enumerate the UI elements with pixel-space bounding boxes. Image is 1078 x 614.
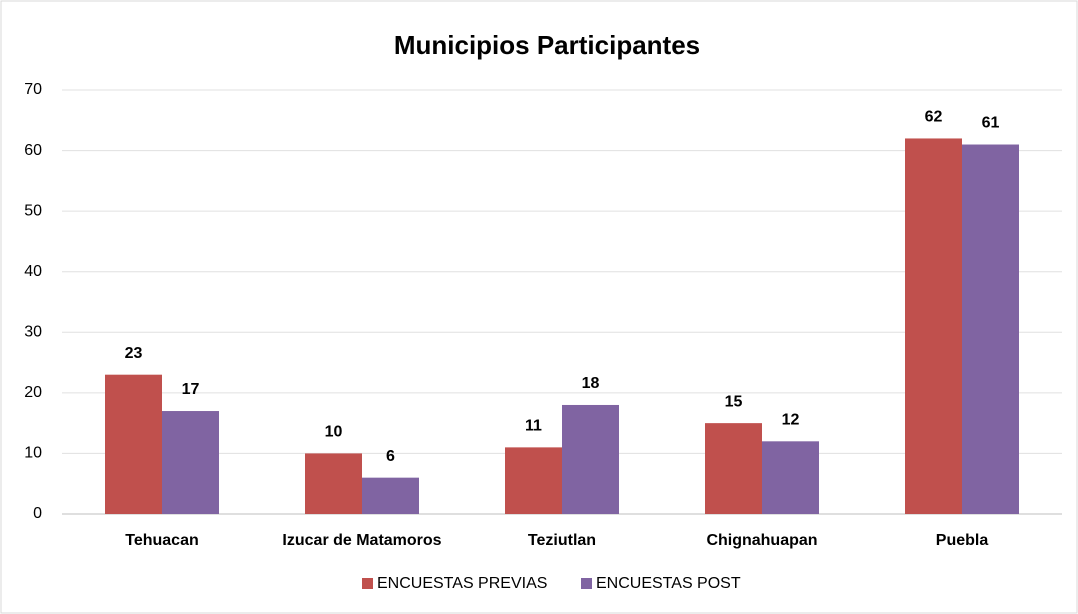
data-label: 11 (525, 418, 542, 435)
x-tick-label: Tehuacan (125, 532, 199, 549)
bar (562, 404, 619, 514)
legend-label: ENCUESTAS POST (596, 575, 741, 592)
data-label: 6 (386, 448, 395, 465)
legend-swatch (581, 578, 592, 589)
x-tick-label: Teziutlan (528, 532, 596, 549)
legend-swatch (362, 578, 373, 589)
data-label: 61 (982, 115, 1000, 132)
bar (705, 423, 762, 514)
bar (162, 411, 219, 514)
legend-label: ENCUESTAS PREVIAS (377, 575, 547, 592)
data-label: 17 (182, 381, 200, 398)
data-label: 62 (925, 109, 943, 126)
x-tick-label: Chignahuapan (706, 532, 817, 549)
data-label: 18 (582, 375, 600, 392)
bar (505, 447, 562, 514)
bar (305, 453, 362, 514)
x-tick-label: Puebla (936, 532, 989, 549)
y-tick-label: 50 (24, 202, 42, 219)
y-tick-label: 0 (33, 505, 42, 522)
bar (962, 144, 1019, 514)
y-tick-label: 10 (24, 445, 42, 462)
y-tick-label: 30 (24, 324, 42, 341)
bar (105, 374, 162, 514)
y-tick-label: 70 (24, 81, 42, 98)
y-tick-label: 40 (24, 263, 42, 280)
y-tick-label: 20 (24, 384, 42, 401)
data-label: 10 (325, 424, 343, 441)
bar (905, 138, 962, 514)
x-tick-label: Izucar de Matamoros (282, 532, 441, 549)
data-label: 12 (782, 412, 800, 429)
chart-title: Municipios Participantes (394, 30, 700, 60)
bar (362, 477, 419, 514)
data-label: 23 (125, 345, 143, 362)
bar (762, 441, 819, 514)
data-label: 15 (725, 393, 743, 410)
y-tick-label: 60 (24, 142, 42, 159)
